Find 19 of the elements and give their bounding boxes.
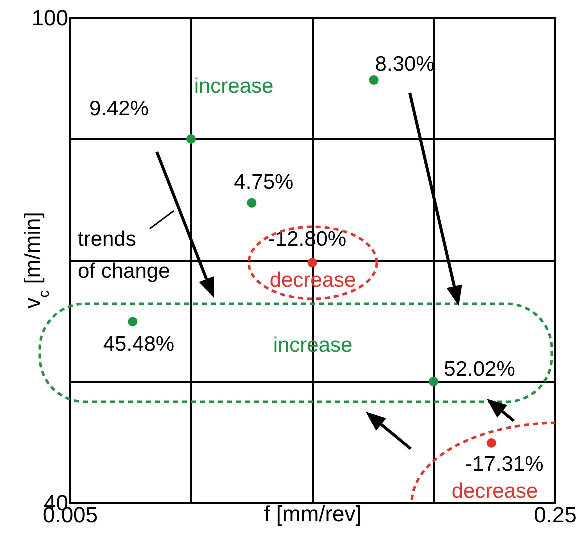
annotation: decrease	[452, 480, 538, 503]
point	[247, 198, 257, 208]
annotation: 9.42%	[89, 97, 150, 120]
point	[429, 377, 438, 386]
annotation: 52.02%	[444, 358, 516, 381]
annotation: trends of change	[78, 228, 170, 283]
annotation: 8.30%	[375, 53, 435, 76]
annotation: 4.75%	[234, 171, 294, 194]
point	[128, 317, 138, 327]
point	[186, 134, 196, 144]
point	[369, 76, 379, 85]
annotation: 45.48%	[103, 332, 175, 356]
annotation: increase	[194, 75, 274, 98]
y-tick-label: 100	[32, 6, 68, 30]
point	[308, 258, 318, 268]
x-axis-title: f [mm/rev]	[264, 502, 362, 526]
point	[486, 438, 496, 448]
x-tick-label: 0.25	[534, 502, 577, 528]
annotation: -17.31%	[466, 453, 544, 476]
